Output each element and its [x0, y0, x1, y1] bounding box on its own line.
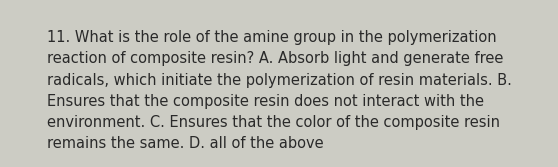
- Text: 11. What is the role of the amine group in the polymerization
reaction of compos: 11. What is the role of the amine group …: [47, 30, 512, 151]
